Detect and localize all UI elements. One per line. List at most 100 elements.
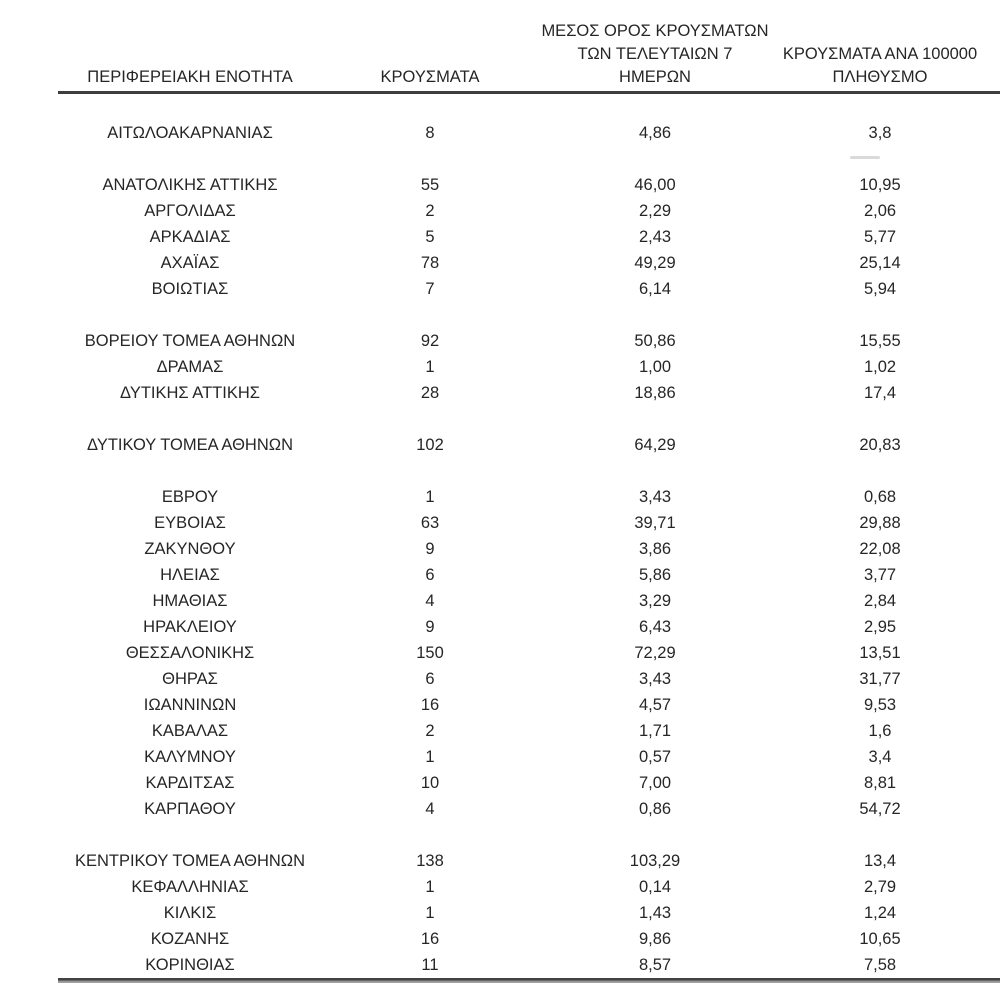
- avg7-cell: 39,71: [634, 513, 676, 532]
- per100k-cell: 2,79: [863, 877, 897, 896]
- region-cell: ΑΝΑΤΟΛΙΚΗΣ ΑΤΤΙΚΗΣ: [102, 175, 278, 194]
- region-cell: ΚΑΒΑΛΑΣ: [151, 721, 229, 740]
- table-row: ΔΡΑΜΑΣ 1 1,00 1,02: [58, 354, 1000, 380]
- cases-cell: 6: [425, 669, 435, 688]
- region-cell: ΚΙΛΚΙΣ: [163, 903, 217, 922]
- cases-cell: 138: [416, 851, 444, 870]
- table-row: ΘΗΡΑΣ 6 3,43 31,77: [58, 666, 1000, 692]
- per100k-cell: 9,53: [863, 695, 897, 714]
- region-cell: ΚΕΝΤΡΙΚΟΥ ΤΟΜΕΑ ΑΘΗΝΩΝ: [74, 851, 306, 870]
- column-header-per100k: ΚΡΟΥΣΜΑΤΑ ΑΝΑ 100000 ΠΛΗΘΥΣΜΟ: [772, 43, 988, 89]
- avg7-cell: 6,14: [638, 279, 672, 298]
- region-cell: ΒΟΡΕΙΟΥ ΤΟΜΕΑ ΑΘΗΝΩΝ: [84, 331, 296, 350]
- per100k-cell: 5,77: [863, 227, 897, 246]
- avg7-cell: 7,00: [638, 773, 672, 792]
- cases-cell: 1: [425, 487, 435, 506]
- cases-cell: 16: [420, 929, 440, 948]
- region-cell: ΗΜΑΘΙΑΣ: [152, 591, 228, 610]
- cases-cell: 55: [420, 175, 440, 194]
- cases-cell: 1: [425, 357, 435, 376]
- region-cell: ΙΩΑΝΝΙΝΩΝ: [143, 695, 237, 714]
- column-header-per100k-line1: ΚΡΟΥΣΜΑΤΑ ΑΝΑ 100000: [782, 45, 978, 63]
- cases-cell: 63: [420, 513, 440, 532]
- cases-cell: 11: [421, 955, 439, 974]
- avg7-cell: 2,43: [638, 227, 672, 246]
- cases-cell: 2: [425, 721, 435, 740]
- avg7-cell: 0,86: [638, 799, 672, 818]
- avg7-cell: 1,00: [638, 357, 672, 376]
- per100k-cell: 1,6: [868, 721, 892, 740]
- cases-cell: 28: [420, 383, 440, 402]
- column-header-cases: ΚΡΟΥΣΜΑΤΑ: [322, 66, 538, 89]
- avg7-cell: 46,00: [634, 175, 676, 194]
- column-header-region-label: ΠΕΡΙΦΕΡΕΙΑΚΗ ΕΝΟΤΗΤΑ: [87, 68, 293, 86]
- column-header-per100k-line2: ΠΛΗΘΥΣΜΟ: [832, 68, 928, 86]
- per100k-cell: 25,14: [859, 253, 901, 272]
- region-cell: ΗΡΑΚΛΕΙΟΥ: [143, 617, 237, 636]
- avg7-cell: 3,86: [638, 539, 672, 558]
- table-row: ΔΥΤΙΚΗΣ ΑΤΤΙΚΗΣ 28 18,86 17,4: [58, 380, 1000, 406]
- avg7-cell: 1,43: [638, 903, 672, 922]
- per100k-cell: 5,94: [863, 279, 897, 298]
- region-cell: ΔΥΤΙΚΗΣ ΑΤΤΙΚΗΣ: [120, 383, 260, 402]
- avg7-cell: 3,43: [638, 487, 672, 506]
- per100k-cell: 20,83: [859, 435, 901, 454]
- per100k-cell: 10,95: [859, 175, 901, 194]
- avg7-cell: 6,43: [638, 617, 672, 636]
- cases-cell: 6: [425, 565, 435, 584]
- per100k-cell: 17,4: [863, 383, 897, 402]
- avg7-cell: 4,86: [638, 123, 672, 142]
- cases-cell: 1: [425, 903, 435, 922]
- table-row: ΑΧΑΪΑΣ 78 49,29 25,14: [58, 250, 1000, 276]
- group-spacer: [58, 302, 1000, 328]
- table-row: ΕΥΒΟΙΑΣ 63 39,71 29,88: [58, 510, 1000, 536]
- table-row: ΕΒΡΟΥ 1 3,43 0,68: [58, 484, 1000, 510]
- regional-cases-table: ΠΕΡΙΦΕΡΕΙΑΚΗ ΕΝΟΤΗΤΑ ΚΡΟΥΣΜΑΤΑ ΜΕΣΟΣ ΟΡΟ…: [58, 0, 1000, 983]
- cases-cell: 4: [425, 799, 435, 818]
- region-cell: ΖΑΚΥΝΘΟΥ: [144, 539, 236, 558]
- per100k-cell: 1,02: [863, 357, 897, 376]
- avg7-cell: 3,29: [638, 591, 672, 610]
- per100k-cell: 0,68: [863, 487, 897, 506]
- region-cell: ΒΟΙΩΤΙΑΣ: [151, 279, 229, 298]
- region-cell: ΘΗΡΑΣ: [162, 669, 218, 688]
- table-row: ΗΡΑΚΛΕΙΟΥ 9 6,43 2,95: [58, 614, 1000, 640]
- region-cell: ΘΕΣΣΑΛΟΝΙΚΗΣ: [125, 643, 255, 662]
- per100k-cell: 15,55: [859, 331, 901, 350]
- per100k-cell: 8,81: [863, 773, 897, 792]
- region-cell: ΕΥΒΟΙΑΣ: [154, 513, 226, 532]
- table-row: ΑΡΓΟΛΙΔΑΣ 2 2,29 2,06: [58, 198, 1000, 224]
- avg7-cell: 2,29: [638, 201, 672, 220]
- table-row: ΚΕΝΤΡΙΚΟΥ ΤΟΜΕΑ ΑΘΗΝΩΝ 138 103,29 13,4: [58, 848, 1000, 874]
- region-cell: ΑΙΤΩΛΟΑΚΑΡΝΑΝΙΑΣ: [107, 123, 273, 142]
- region-cell: ΔΥΤΙΚΟΥ ΤΟΜΕΑ ΑΘΗΝΩΝ: [87, 435, 293, 454]
- cases-cell: 4: [425, 591, 435, 610]
- avg7-cell: 103,29: [629, 851, 681, 870]
- avg7-cell: 3,43: [638, 669, 672, 688]
- cases-cell: 5: [425, 227, 435, 246]
- avg7-cell: 18,86: [634, 383, 676, 402]
- column-header-avg7-line3: ΗΜΕΡΩΝ: [619, 68, 691, 86]
- cases-cell: 2: [425, 201, 435, 220]
- avg7-cell: 0,57: [638, 747, 672, 766]
- column-header-region: ΠΕΡΙΦΕΡΕΙΑΚΗ ΕΝΟΤΗΤΑ: [58, 66, 322, 89]
- scan-artifact: [850, 156, 880, 159]
- region-cell: ΚΟΖΑΝΗΣ: [150, 929, 230, 948]
- per100k-cell: 2,06: [863, 201, 897, 220]
- region-cell: ΚΑΡΠΑΘΟΥ: [144, 799, 236, 818]
- column-header-avg7-line2: ΤΩΝ ΤΕΛΕΥΤΑΙΩΝ 7: [577, 45, 733, 63]
- avg7-cell: 9,86: [638, 929, 672, 948]
- per100k-cell: 54,72: [859, 799, 901, 818]
- table-row: ΚΟΖΑΝΗΣ 16 9,86 10,65: [58, 926, 1000, 952]
- table-header-row: ΠΕΡΙΦΕΡΕΙΑΚΗ ΕΝΟΤΗΤΑ ΚΡΟΥΣΜΑΤΑ ΜΕΣΟΣ ΟΡΟ…: [58, 0, 1000, 94]
- table-row: ΚΑΡΔΙΤΣΑΣ 10 7,00 8,81: [58, 770, 1000, 796]
- per100k-cell: 3,4: [868, 747, 892, 766]
- per100k-cell: 3,8: [868, 123, 892, 142]
- per100k-cell: 22,08: [859, 539, 901, 558]
- column-header-avg7-line1: ΜΕΣΟΣ ΟΡΟΣ ΚΡΟΥΣΜΑΤΩΝ: [541, 22, 769, 40]
- cases-cell: 78: [420, 253, 440, 272]
- avg7-cell: 64,29: [634, 435, 676, 454]
- group-spacer: [58, 822, 1000, 848]
- table-row: ΗΛΕΙΑΣ 6 5,86 3,77: [58, 562, 1000, 588]
